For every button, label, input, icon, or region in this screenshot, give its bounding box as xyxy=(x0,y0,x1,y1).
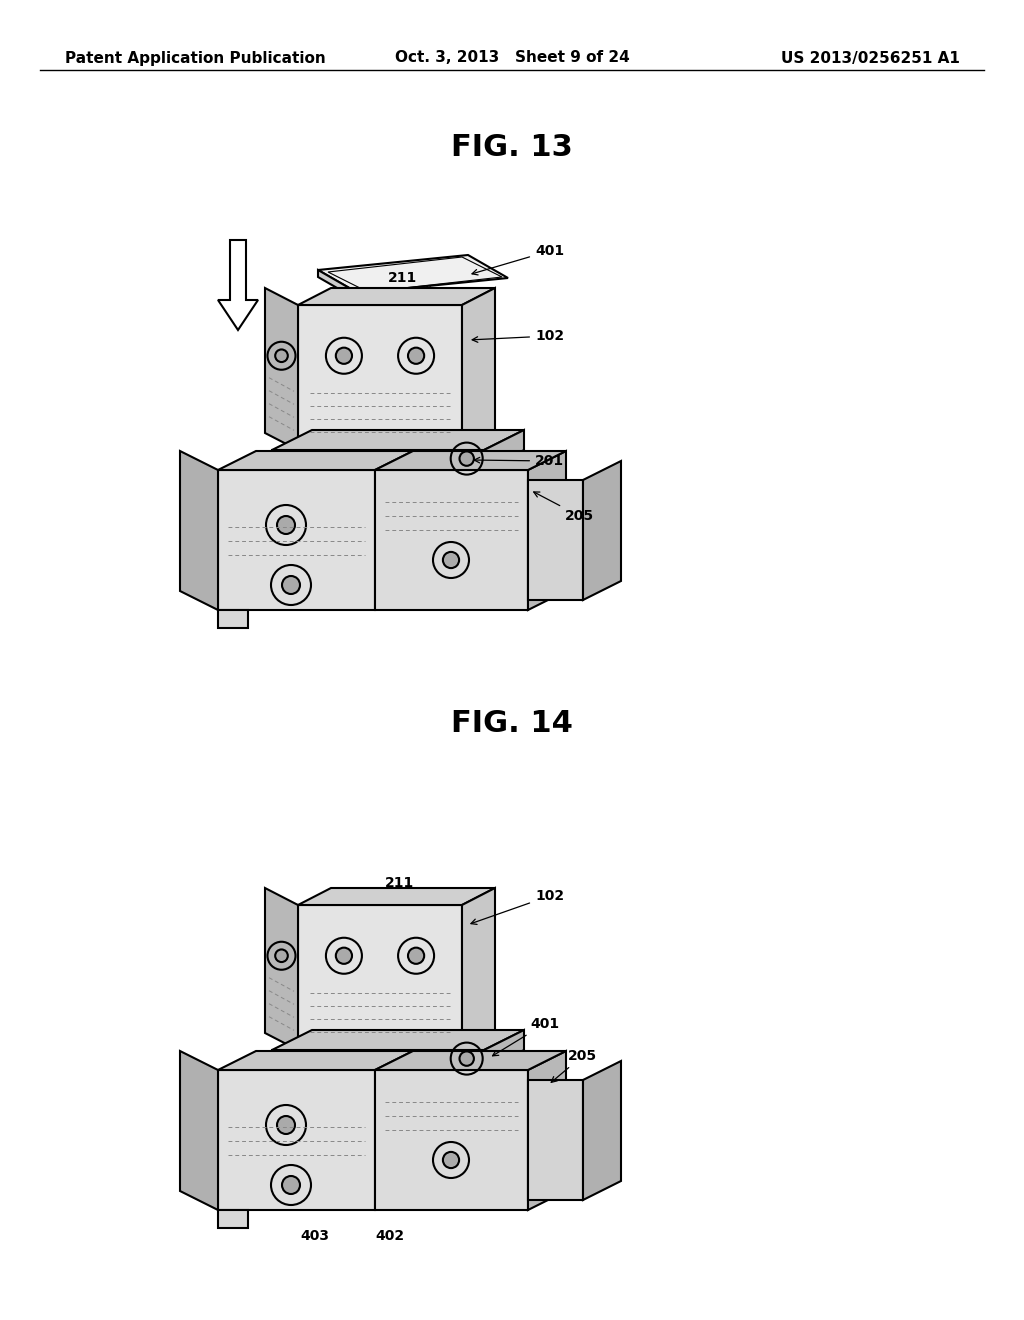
Text: 201: 201 xyxy=(474,454,564,469)
Circle shape xyxy=(282,1176,300,1195)
Polygon shape xyxy=(265,888,298,1049)
Circle shape xyxy=(443,1152,459,1168)
Circle shape xyxy=(460,1052,474,1065)
Circle shape xyxy=(278,1115,295,1134)
Polygon shape xyxy=(218,1071,375,1210)
Circle shape xyxy=(336,347,352,364)
Polygon shape xyxy=(583,1061,621,1200)
Circle shape xyxy=(275,949,288,962)
Polygon shape xyxy=(583,461,621,601)
Polygon shape xyxy=(272,1049,484,1071)
Text: 102: 102 xyxy=(471,888,564,924)
Text: 211: 211 xyxy=(385,876,415,890)
Polygon shape xyxy=(462,288,495,450)
Polygon shape xyxy=(265,288,298,450)
Circle shape xyxy=(278,516,295,535)
Polygon shape xyxy=(272,430,524,450)
Text: Oct. 3, 2013   Sheet 9 of 24: Oct. 3, 2013 Sheet 9 of 24 xyxy=(394,50,630,66)
Circle shape xyxy=(275,350,288,362)
Text: 401: 401 xyxy=(472,244,564,275)
Polygon shape xyxy=(218,610,248,628)
Polygon shape xyxy=(375,451,566,470)
Polygon shape xyxy=(298,305,462,450)
Circle shape xyxy=(282,576,300,594)
Polygon shape xyxy=(390,286,430,308)
Polygon shape xyxy=(218,470,375,610)
Text: 401: 401 xyxy=(493,1016,559,1056)
Text: 403: 403 xyxy=(300,1229,329,1243)
Circle shape xyxy=(443,552,459,568)
Text: FIG. 13: FIG. 13 xyxy=(452,133,572,162)
Circle shape xyxy=(460,451,474,466)
Polygon shape xyxy=(272,450,484,470)
Polygon shape xyxy=(528,1051,566,1210)
Polygon shape xyxy=(528,1080,583,1200)
Polygon shape xyxy=(375,470,528,610)
Polygon shape xyxy=(180,1051,218,1210)
Text: US 2013/0256251 A1: US 2013/0256251 A1 xyxy=(781,50,961,66)
Polygon shape xyxy=(218,1210,248,1228)
Polygon shape xyxy=(298,906,462,1049)
Polygon shape xyxy=(218,451,413,470)
Polygon shape xyxy=(375,1071,528,1210)
Polygon shape xyxy=(528,451,566,610)
Polygon shape xyxy=(272,1030,524,1049)
Polygon shape xyxy=(528,480,583,601)
Circle shape xyxy=(408,948,424,964)
Circle shape xyxy=(408,347,424,364)
Text: 211: 211 xyxy=(388,271,417,285)
Polygon shape xyxy=(318,271,358,300)
Text: FIG. 14: FIG. 14 xyxy=(451,709,573,738)
Text: 205: 205 xyxy=(534,492,594,523)
Polygon shape xyxy=(484,430,524,470)
Text: 102: 102 xyxy=(472,329,564,343)
Polygon shape xyxy=(298,888,495,906)
Polygon shape xyxy=(462,888,495,1049)
Text: 402: 402 xyxy=(375,1229,404,1243)
Polygon shape xyxy=(375,1051,566,1071)
Text: Patent Application Publication: Patent Application Publication xyxy=(65,50,326,66)
Polygon shape xyxy=(298,288,495,305)
Polygon shape xyxy=(318,255,508,293)
Circle shape xyxy=(336,948,352,964)
Polygon shape xyxy=(218,240,258,330)
Polygon shape xyxy=(180,451,218,610)
Text: 205: 205 xyxy=(551,1049,597,1082)
Polygon shape xyxy=(484,1030,524,1071)
Polygon shape xyxy=(218,1051,413,1071)
